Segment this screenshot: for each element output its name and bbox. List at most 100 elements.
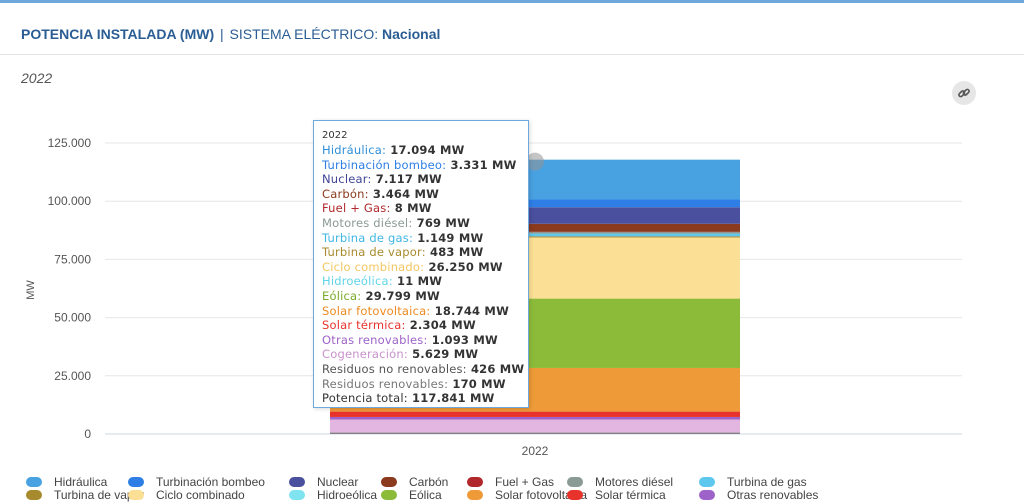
legend-item[interactable]: Turbina de gas: [699, 475, 807, 489]
top-accent-bar: [0, 0, 1024, 3]
tooltip-row-value: 1.093 MW: [427, 332, 498, 347]
chart-legend: Hidráulica Turbinación bombeo Nuclear Carbó…: [0, 475, 1024, 504]
legend-swatch: [381, 490, 397, 500]
tooltip-row-value: 483 MW: [425, 245, 484, 260]
bar-segment-cogeneracion[interactable]: [330, 419, 740, 433]
tooltip-row-value: 426 MW: [466, 361, 525, 376]
page-title: POTENCIA INSTALADA (MW): [21, 26, 215, 42]
tooltip-row: Eólica: 29.799 MW: [322, 289, 528, 304]
tooltip-row-label: Motores diésel:: [322, 215, 413, 230]
legend-item[interactable]: Otras renovables: [699, 488, 818, 502]
x-tick-label: 2022: [522, 444, 549, 458]
legend-item[interactable]: Fuel + Gas: [467, 475, 554, 489]
header-divider: [0, 54, 1024, 55]
tooltip-row: Cogeneración: 5.629 MW: [322, 347, 528, 362]
tooltip-row: Potencia total: 117.841 MW: [322, 391, 528, 406]
tooltip-row-value: 170 MW: [448, 376, 506, 391]
legend-item[interactable]: Turbina de vapor: [26, 488, 144, 502]
legend-item[interactable]: Motores diésel: [567, 475, 673, 489]
y-tick-label: 100.000: [48, 194, 92, 208]
tooltip-row: Turbina de vapor: 483 MW: [322, 245, 528, 260]
tooltip-row-label: Residuos renovables:: [322, 376, 449, 391]
tooltip-row: Fuel + Gas: 8 MW: [322, 201, 528, 216]
tooltip-row: Turbina de gas: 1.149 MW: [322, 231, 528, 246]
bar-segment-otras-renovables[interactable]: [330, 416, 740, 420]
tooltip-row-label: Turbinación bombeo:: [322, 157, 447, 172]
system-value[interactable]: Nacional: [382, 26, 441, 42]
legend-item[interactable]: Solar térmica: [567, 488, 666, 502]
tooltip-row-label: Fuel + Gas:: [322, 201, 391, 216]
legend-item[interactable]: Hidroeólica: [289, 488, 377, 502]
tooltip-row-label: Potencia total:: [322, 391, 408, 406]
bar-segment-turbina-de-gas[interactable]: [330, 233, 740, 237]
tooltip-row-label: Carbón:: [322, 186, 369, 201]
legend-swatch: [128, 490, 144, 500]
legend-swatch: [567, 490, 583, 500]
legend-label: Turbina de gas: [727, 475, 807, 489]
tooltip-row-label: Hidráulica:: [322, 143, 387, 157]
tooltip-row: Motores diésel: 769 MW: [322, 216, 528, 231]
system-label: SISTEMA ELÉCTRICO:: [229, 26, 379, 42]
legend-swatch: [567, 477, 583, 487]
bar-segment-motores-diesel[interactable]: [330, 231, 740, 234]
header-separator: |: [220, 26, 224, 42]
tooltip-row-label: Turbina de vapor:: [322, 245, 426, 260]
bar-segment-residuos-no-renovables[interactable]: [330, 432, 740, 434]
chart-tooltip: 2022 Hidráulica: 17.094 MW Turbinación bo…: [313, 120, 529, 408]
y-tick-label: 0: [84, 427, 91, 441]
tooltip-row-value: 3.331 MW: [446, 157, 517, 172]
bar-segment-turbina-de-vapor[interactable]: [330, 236, 740, 238]
tooltip-row-label: Solar térmica:: [322, 318, 406, 333]
legend-label: Otras renovables: [727, 488, 819, 502]
tooltip-row-value: 2.304 MW: [405, 318, 476, 333]
tooltip-row: Otras renovables: 1.093 MW: [322, 333, 528, 348]
legend-item[interactable]: Turbinación bombeo: [128, 475, 265, 489]
legend-label: Hidroeólica: [317, 488, 378, 502]
bar-segment-solar-termica[interactable]: [330, 411, 740, 417]
legend-item[interactable]: Solar fotovoltaica: [467, 488, 587, 502]
y-tick-label: 50.000: [54, 311, 91, 325]
legend-item[interactable]: Nuclear: [289, 475, 358, 489]
legend-item[interactable]: Eólica: [381, 488, 442, 502]
legend-swatch: [699, 490, 715, 500]
tooltip-row-value: 1.149 MW: [413, 230, 484, 245]
tooltip-row-label: Solar fotovoltaica:: [322, 303, 431, 318]
legend-swatch: [128, 477, 144, 487]
tooltip-row-value: 117.841 MW: [407, 391, 495, 406]
chart-title: 2022: [21, 70, 53, 86]
legend-swatch: [467, 477, 483, 487]
bar-segment-carbon[interactable]: [330, 223, 740, 232]
legend-label: Turbinación bombeo: [156, 475, 265, 489]
legend-item[interactable]: Ciclo combinado: [128, 488, 245, 502]
tooltip-row: Residuos no renovables: 426 MW: [322, 362, 528, 377]
legend-label: Eólica: [409, 488, 442, 502]
legend-label: Solar fotovoltaica: [495, 488, 588, 502]
tooltip-row: Turbinación bombeo: 3.331 MW: [322, 158, 528, 173]
tooltip-row-value: 29.799 MW: [361, 288, 440, 303]
legend-swatch: [26, 477, 42, 487]
tooltip-row: Ciclo combinado: 26.250 MW: [322, 260, 528, 275]
tooltip-row: Solar fotovoltaica: 18.744 MW: [322, 304, 528, 319]
tooltip-row-label: Ciclo combinado:: [322, 259, 425, 274]
tooltip-row-label: Residuos no renovables:: [322, 361, 467, 376]
y-tick-label: 25.000: [54, 369, 91, 383]
tooltip-row: Hidráulica: 17.094 MW: [322, 143, 528, 158]
tooltip-row-label: Nuclear:: [322, 172, 372, 187]
tooltip-row: Residuos renovables: 170 MW: [322, 377, 528, 392]
legend-item[interactable]: Carbón: [381, 475, 448, 489]
legend-label: Ciclo combinado: [156, 488, 245, 502]
legend-swatch: [467, 490, 483, 500]
link-button[interactable]: [952, 81, 976, 105]
tooltip-row-label: Eólica:: [322, 288, 362, 303]
legend-swatch: [26, 490, 42, 500]
legend-label: Turbina de vapor: [54, 488, 145, 502]
legend-swatch: [699, 477, 715, 487]
bar-segment-turbinacion-bombeo[interactable]: [330, 199, 740, 208]
link-icon: [958, 88, 970, 98]
tooltip-row-value: 3.464 MW: [368, 186, 440, 201]
tooltip-row: Carbón: 3.464 MW: [322, 187, 528, 202]
legend-label: Solar térmica: [595, 488, 666, 502]
y-tick-label: 75.000: [54, 252, 91, 266]
legend-label: Carbón: [409, 475, 449, 489]
legend-item[interactable]: Hidráulica: [26, 475, 107, 489]
